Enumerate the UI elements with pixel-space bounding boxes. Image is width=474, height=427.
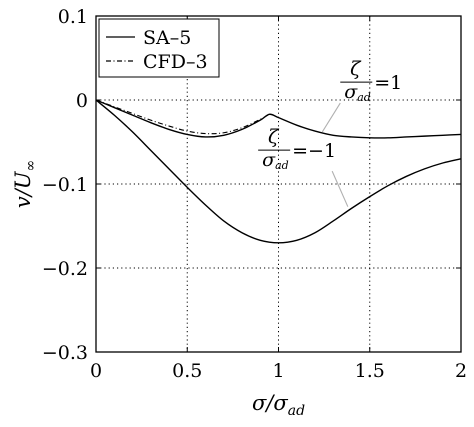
series-line-cfd3-1 [95, 99, 270, 135]
series-line-sa5-2 [95, 99, 462, 244]
x-axis-title-sub: ad [288, 403, 305, 419]
annotation-denominator: σad [344, 81, 371, 104]
grid [96, 16, 461, 352]
series-line-sa5-0 [95, 99, 462, 139]
annotation-leader [331, 170, 349, 207]
annotation-leader [321, 102, 341, 133]
y-axis-title-main: v/U [11, 170, 35, 208]
y-tick-label: −0.2 [42, 258, 88, 280]
legend-box [98, 18, 220, 78]
x-tick-label: 0.5 [172, 360, 202, 382]
y-tick-label: −0.3 [42, 342, 88, 364]
x-axis-title: σ/σad [252, 391, 305, 419]
annotation-denominator: σad [262, 149, 289, 172]
legend-label-0: SA–5 [143, 27, 191, 49]
y-tick-label: 0.1 [58, 6, 88, 28]
x-axis-title-main: σ/σ [252, 391, 288, 415]
ticks: 0 0.5 1 1.5 2 −0.3 −0.2 −0.1 0 0.1 [42, 6, 467, 382]
y-tick-label: 0 [76, 90, 88, 112]
annotation-value: =−1 [292, 140, 336, 162]
x-tick-label: 0 [90, 360, 102, 382]
annotation-value: =1 [374, 72, 402, 94]
annotation-numerator: ζ [350, 58, 362, 80]
series-layer [95, 99, 462, 244]
annotation-numerator: ζ [268, 126, 280, 148]
y-tick-label: −0.1 [42, 174, 88, 196]
x-tick-label: 1 [272, 360, 284, 382]
y-axis-title-sub: ∞ [23, 160, 39, 172]
y-axis-title: v/U∞ [11, 160, 39, 208]
legend-label-1: CFD–3 [143, 51, 208, 73]
x-tick-label: 1.5 [355, 360, 385, 382]
x-tick-label: 2 [455, 360, 467, 382]
